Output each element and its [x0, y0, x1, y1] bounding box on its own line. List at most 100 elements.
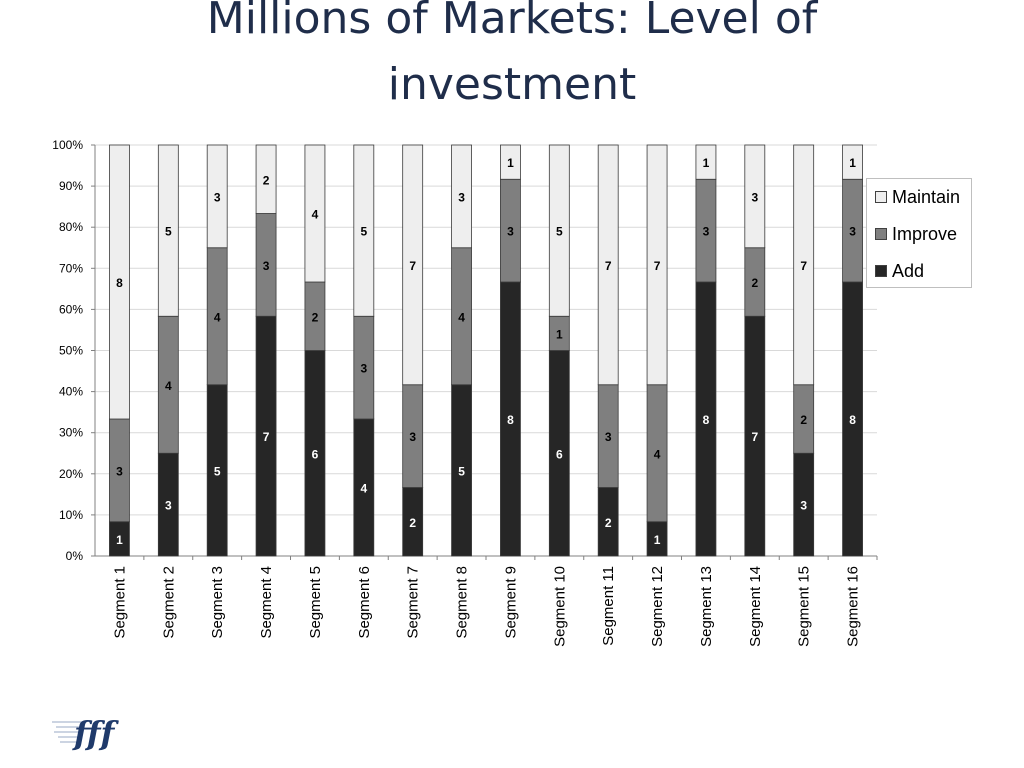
x-tick-label: Segment 12	[649, 566, 666, 647]
legend-item-improve: Improve	[875, 224, 957, 244]
y-tick-label: 100%	[52, 138, 83, 152]
data-label: 6	[312, 447, 319, 461]
x-tick-label: Segment 1	[111, 566, 128, 639]
data-label: 1	[116, 533, 123, 547]
bar-maintain	[402, 144, 424, 386]
legend-item-maintain: Maintain	[875, 187, 960, 207]
data-label: 5	[556, 225, 563, 239]
data-label: 3	[507, 225, 514, 239]
legend-item-add: Add	[875, 261, 924, 281]
data-label: 4	[458, 310, 465, 324]
data-label: 4	[165, 379, 172, 393]
data-label: 1	[703, 156, 710, 170]
data-label: 1	[654, 533, 661, 547]
bar-maintain	[744, 144, 766, 249]
data-label: 3	[703, 225, 710, 239]
data-label: 2	[312, 310, 319, 324]
title-line-2: investment	[387, 59, 637, 110]
x-tick-label: Segment 7	[405, 566, 422, 639]
data-label: 7	[605, 259, 612, 273]
bar-maintain	[695, 144, 717, 180]
x-tick-label: Segment 8	[454, 566, 471, 639]
legend-label-maintain: Maintain	[892, 186, 961, 207]
y-tick-label: 0%	[66, 549, 84, 563]
data-label: 3	[116, 464, 123, 478]
y-tick-label: 60%	[59, 302, 83, 316]
legend-label-add: Add	[892, 260, 925, 281]
x-tick-label: Segment 14	[747, 566, 764, 647]
legend-swatch-improve	[875, 228, 887, 240]
data-label: 1	[556, 327, 563, 341]
fff-logo-icon: fff	[52, 708, 122, 754]
x-tick-label: Segment 6	[356, 566, 373, 639]
legend-label-improve: Improve	[892, 223, 958, 244]
data-label: 3	[605, 430, 612, 444]
bar-maintain	[109, 144, 130, 420]
x-tick-label: Segment 5	[307, 566, 324, 639]
data-label: 3	[360, 362, 367, 376]
data-label: 2	[605, 516, 612, 530]
data-label: 6	[556, 447, 563, 461]
data-label: 1	[849, 156, 856, 170]
bar-maintain	[451, 144, 472, 249]
y-tick-label: 30%	[59, 426, 83, 440]
bar-maintain	[157, 144, 179, 317]
bar-maintain	[646, 144, 668, 386]
data-label: 7	[654, 259, 661, 273]
x-tick-label: Segment 9	[502, 566, 519, 639]
data-label: 3	[458, 190, 465, 204]
data-label: 4	[214, 310, 221, 324]
data-label: 3	[751, 190, 758, 204]
x-tick-label: Segment 4	[258, 566, 275, 639]
x-tick-label: Segment 16	[845, 566, 862, 647]
data-label: 8	[507, 413, 514, 427]
data-label: 2	[800, 413, 807, 427]
x-tick-label: Segment 3	[209, 566, 226, 639]
data-label: 7	[263, 430, 270, 444]
y-tick-label: 80%	[59, 220, 83, 234]
x-tick-label: Segment 10	[551, 566, 568, 647]
data-label: 3	[165, 499, 172, 513]
data-label: 8	[703, 413, 710, 427]
data-label: 8	[116, 276, 123, 290]
data-label: 2	[409, 516, 416, 530]
legend-swatch-maintain	[875, 191, 887, 203]
y-tick-label: 50%	[59, 344, 83, 358]
x-tick-label: Segment 15	[796, 566, 813, 647]
svg-text:fff: fff	[72, 714, 119, 752]
data-label: 3	[849, 225, 856, 239]
data-label: 4	[654, 447, 661, 461]
bar-maintain	[353, 144, 375, 317]
page-title: Millions of Markets: Level of investment	[0, 0, 1024, 118]
y-tick-label: 90%	[59, 179, 83, 193]
data-label: 8	[849, 413, 856, 427]
data-label: 2	[751, 276, 758, 290]
data-label: 5	[165, 225, 172, 239]
y-tick-label: 40%	[59, 385, 83, 399]
y-tick-label: 70%	[59, 261, 83, 275]
data-label: 3	[409, 430, 416, 444]
bar-maintain	[548, 144, 570, 317]
bar-maintain	[597, 144, 619, 386]
x-tick-label: Segment 13	[698, 566, 715, 647]
bar-maintain	[500, 144, 521, 180]
data-label: 3	[263, 259, 270, 273]
bar-maintain	[842, 144, 863, 180]
data-label: 2	[263, 173, 270, 187]
y-tick-label: 10%	[59, 508, 83, 522]
x-tick-label: Segment 2	[160, 566, 177, 639]
data-label: 5	[458, 464, 465, 478]
data-label: 5	[214, 464, 221, 478]
y-tick-label: 20%	[59, 467, 83, 481]
x-tick-label: Segment 11	[600, 566, 617, 646]
data-label: 1	[507, 156, 514, 170]
chart-legend: Maintain Improve Add	[866, 178, 972, 288]
data-label: 3	[800, 499, 807, 513]
data-label: 4	[360, 482, 367, 496]
bar-maintain	[255, 144, 277, 214]
data-label: 7	[751, 430, 758, 444]
data-label: 5	[360, 225, 367, 239]
bar-maintain	[793, 144, 815, 386]
data-label: 3	[214, 190, 221, 204]
